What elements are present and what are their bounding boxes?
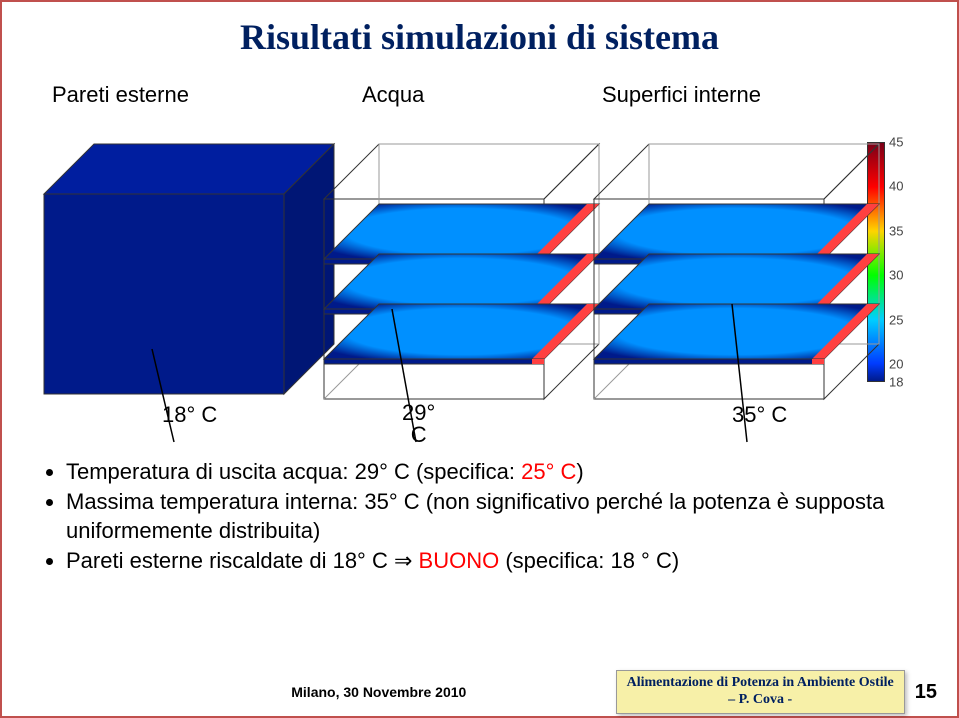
bullet-list: Temperatura di uscita acqua: 29° C (spec… [32, 457, 927, 576]
temp-row: 18° C 29° C 35° C [32, 402, 927, 457]
colorbar-tick: 18 [889, 375, 903, 390]
bullet-item: Massima temperatura interna: 35° C (non … [66, 487, 927, 546]
page-title: Risultati simulazioni di sistema [2, 2, 957, 58]
colorbar-tick: 30 [889, 268, 903, 283]
page-number: 15 [915, 681, 937, 704]
colorbar-tick: 45 [889, 135, 903, 150]
temp-18c: 18° C [162, 402, 217, 428]
footer-date: Milano, 30 Novembre 2010 [142, 684, 616, 700]
content-area: Pareti esterne Acqua Superfici interne 4… [32, 82, 927, 646]
footer: Milano, 30 Novembre 2010 Alimentazione d… [2, 668, 957, 716]
diagram-d2 [322, 142, 601, 406]
footer-box-line1: Alimentazione di Potenza in Ambiente Ost… [627, 675, 894, 692]
diagram-d1 [42, 142, 336, 401]
footer-box-line2: – P. Cova - [627, 692, 894, 709]
bullet-item: Temperatura di uscita acqua: 29° C (spec… [66, 457, 927, 487]
label-pareti: Pareti esterne [52, 82, 189, 108]
temp-35c: 35° C [732, 402, 787, 428]
colorbar-tick: 35 [889, 223, 903, 238]
label-acqua: Acqua [362, 82, 424, 108]
temp-29c-bot: C [402, 424, 435, 446]
colorbar-tick: 40 [889, 179, 903, 194]
label-row: Pareti esterne Acqua Superfici interne [32, 82, 927, 122]
footer-box: Alimentazione di Potenza in Ambiente Ost… [616, 670, 905, 714]
colorbar-tick: 25 [889, 312, 903, 327]
temp-29c-top: 29° [402, 402, 435, 424]
diagrams-row: 45 40 35 30 25 20 18 [32, 132, 927, 392]
colorbar-ticks: 45403530252018 [885, 142, 927, 402]
temp-29c: 29° C [402, 402, 435, 446]
bullet-item: Pareti esterne riscaldate di 18° C ⇒ BUO… [66, 546, 927, 576]
colorbar-tick: 20 [889, 357, 903, 372]
label-superfici: Superfici interne [602, 82, 761, 108]
